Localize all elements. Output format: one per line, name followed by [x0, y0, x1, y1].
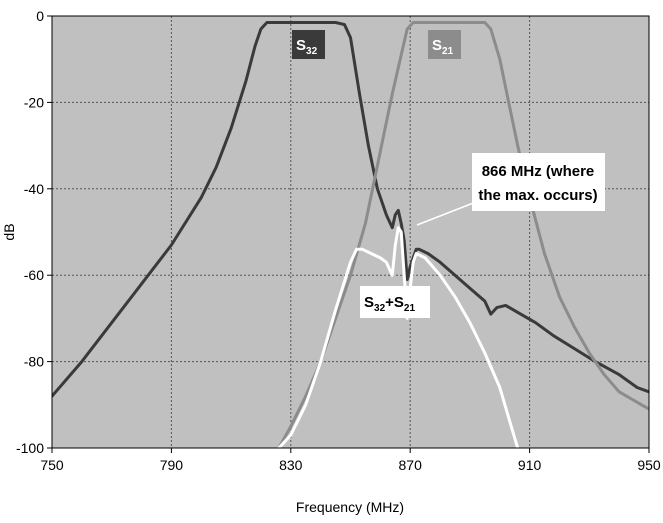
- plot-area: [52, 16, 649, 448]
- y-tick-label: -80: [24, 354, 44, 370]
- series-layer: [52, 21, 649, 448]
- annotation-line-1: 866 MHz (where: [482, 163, 595, 180]
- plot-frame: [51, 15, 650, 449]
- y-tick-label: -40: [24, 181, 44, 197]
- sum-label-s1: S: [364, 294, 374, 311]
- sum-series-label: S32+S21: [360, 286, 430, 318]
- y-axis-title: dB: [1, 223, 17, 240]
- s32-series-label: S32: [292, 30, 325, 59]
- y-tick-label: -20: [24, 94, 44, 110]
- s21-label-main: S: [432, 37, 442, 54]
- max-annotation: 866 MHz (where the max. occurs): [416, 153, 605, 226]
- sum-label-sub1: 32: [374, 303, 386, 314]
- y-tick-label: -60: [24, 267, 44, 283]
- x-tick-label: 870: [399, 457, 423, 473]
- s32-label-sub: 32: [306, 46, 318, 57]
- svg-text:S32: S32: [296, 37, 318, 57]
- svg-text:S32+S21: S32+S21: [364, 294, 415, 314]
- series-line-s21: [277, 21, 649, 448]
- x-tick-label: 790: [160, 457, 184, 473]
- axes: 750 790 830 870 910 950 0 -20 -40 -60 -80 -100: [16, 8, 661, 473]
- x-axis-title: Frequency (MHz): [296, 499, 404, 515]
- s32-label-main: S: [296, 37, 306, 54]
- sum-label-plus: +S: [385, 294, 404, 311]
- svg-text:S21: S21: [432, 37, 454, 57]
- annotation-leader-line: [416, 199, 482, 226]
- y-tick-label: -100: [16, 440, 44, 456]
- s21-label-sub: 21: [442, 46, 454, 57]
- series-line-s32-s21: [277, 226, 520, 448]
- x-tick-label: 950: [637, 457, 661, 473]
- y-tick-label: 0: [36, 8, 44, 24]
- x-tick-label: 830: [279, 457, 303, 473]
- x-tick-label: 750: [40, 457, 64, 473]
- x-tick-label: 910: [518, 457, 542, 473]
- sum-label-sub2: 21: [404, 303, 416, 314]
- s21-series-label: S21: [428, 30, 461, 59]
- annotation-line-2: the max. occurs): [478, 187, 597, 204]
- series-line-s32: [52, 21, 649, 398]
